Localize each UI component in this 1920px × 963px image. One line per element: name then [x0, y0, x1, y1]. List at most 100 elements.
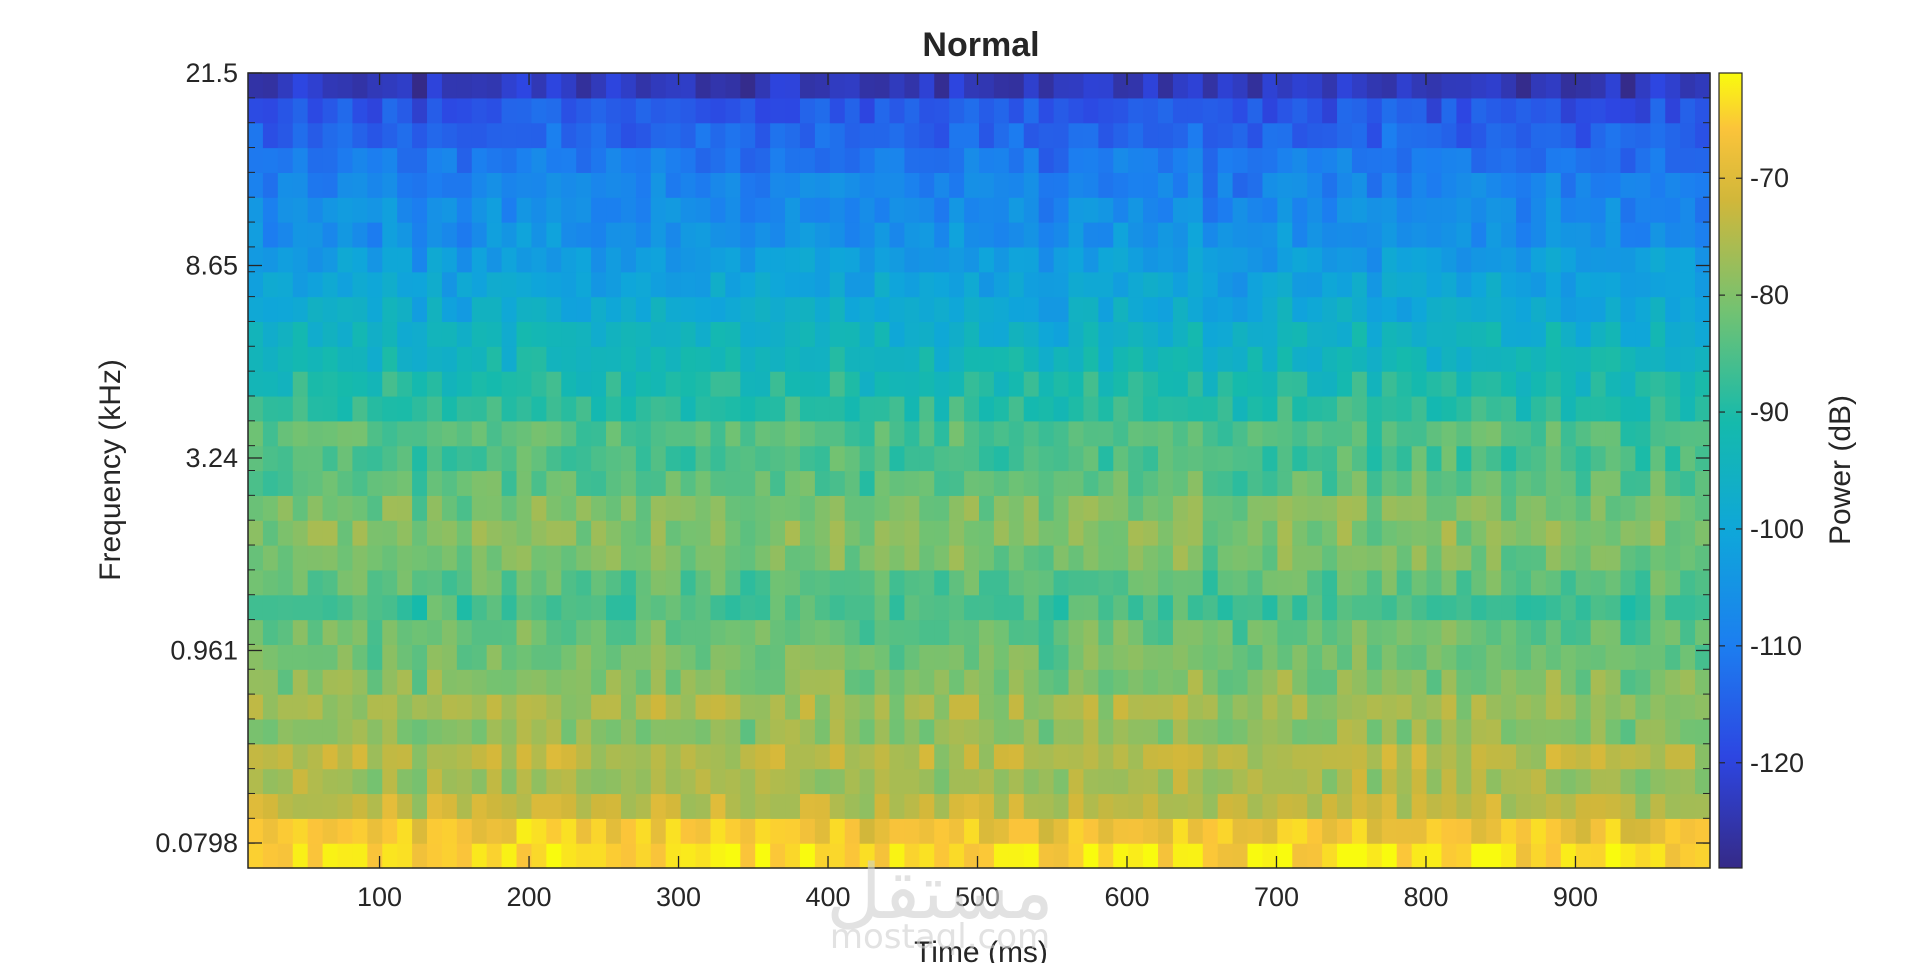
heatmap-cell: [710, 793, 726, 819]
heatmap-cell: [1202, 793, 1219, 819]
heatmap-cell: [307, 197, 324, 223]
heatmap-cell: [441, 818, 458, 844]
heatmap-cell: [337, 420, 354, 447]
heatmap-cell: [1680, 147, 1696, 173]
heatmap-cell: [1351, 470, 1368, 496]
heatmap-cell: [770, 694, 786, 720]
heatmap-cell: [576, 321, 592, 347]
heatmap-cell: [1277, 843, 1293, 869]
heatmap-cell: [1187, 420, 1204, 447]
heatmap-cell: [1560, 420, 1577, 447]
heatmap-cell: [1337, 122, 1353, 149]
heatmap-cell: [352, 197, 368, 223]
heatmap-cell: [829, 445, 846, 472]
heatmap-cell: [949, 197, 965, 223]
heatmap-cell: [859, 321, 876, 347]
heatmap-cell: [606, 619, 622, 645]
heatmap-cell: [367, 818, 383, 844]
heatmap-cell: [889, 346, 906, 372]
heatmap-cell: [1128, 73, 1144, 99]
heatmap-cell: [591, 346, 607, 372]
heatmap-cell: [814, 545, 831, 571]
heatmap-cell: [1187, 818, 1204, 844]
heatmap-cell: [1008, 97, 1025, 124]
heatmap-cell: [829, 793, 846, 819]
heatmap-cell: [576, 694, 592, 720]
heatmap-cell: [1441, 619, 1457, 645]
heatmap-cell: [1277, 495, 1293, 521]
heatmap-cell: [949, 793, 965, 819]
heatmap-cell: [1307, 495, 1323, 521]
heatmap-cell: [1411, 545, 1428, 571]
heatmap-cell: [1545, 346, 1562, 372]
heatmap-cell: [456, 793, 473, 819]
heatmap-cell: [1366, 395, 1383, 422]
heatmap-cell: [277, 569, 294, 596]
heatmap-cell: [680, 545, 697, 571]
heatmap-cell: [1351, 73, 1368, 99]
heatmap-cell: [1068, 371, 1085, 397]
heatmap-cell: [1277, 172, 1293, 198]
heatmap-cell: [1053, 172, 1070, 198]
heatmap-cell: [1322, 470, 1338, 496]
heatmap-cell: [1337, 73, 1353, 99]
heatmap-cell: [1620, 246, 1637, 273]
heatmap-cell: [292, 718, 309, 745]
heatmap-cell: [1605, 395, 1622, 422]
heatmap-cell: [1381, 743, 1398, 770]
heatmap-cell: [1635, 296, 1651, 323]
heatmap-cell: [1620, 346, 1637, 372]
heatmap-cell: [367, 371, 383, 397]
heatmap-cell: [1038, 669, 1055, 695]
heatmap-cell: [665, 371, 682, 397]
heatmap-cell: [1545, 718, 1562, 745]
heatmap-cell: [785, 445, 801, 472]
heatmap-cell: [248, 346, 264, 372]
heatmap-cell: [1322, 545, 1338, 571]
heatmap-cell: [1695, 495, 1711, 521]
heatmap-cell: [1098, 793, 1114, 819]
heatmap-cell: [1202, 843, 1219, 869]
heatmap-cell: [770, 594, 786, 621]
heatmap-cell: [456, 395, 473, 422]
heatmap-cell: [277, 594, 294, 621]
heatmap-cell: [844, 420, 861, 447]
heatmap-cell: [740, 520, 756, 546]
y-axis-label: Frequency (kHz): [94, 359, 127, 581]
heatmap-cell: [1456, 371, 1472, 397]
heatmap-cell: [1202, 594, 1219, 621]
heatmap-cell: [337, 793, 354, 819]
heatmap-cell: [993, 73, 1010, 99]
heatmap-cell: [427, 420, 443, 447]
heatmap-cell: [1351, 296, 1368, 323]
heatmap-cell: [591, 669, 607, 695]
heatmap-cell: [412, 122, 428, 149]
heatmap-cell: [1530, 246, 1547, 273]
heatmap-cell: [993, 395, 1010, 422]
heatmap-cell: [904, 718, 920, 745]
heatmap-cell: [710, 545, 726, 571]
heatmap-cell: [382, 694, 398, 720]
heatmap-cell: [1098, 346, 1114, 372]
heatmap-cell: [427, 644, 443, 670]
heatmap-cell: [1411, 818, 1428, 844]
heatmap-cell: [516, 172, 533, 198]
heatmap-cell: [1695, 197, 1711, 223]
heatmap-cell: [635, 296, 652, 323]
heatmap-cell: [397, 246, 413, 273]
heatmap-cell: [337, 545, 354, 571]
heatmap-cell: [531, 147, 547, 173]
heatmap-cell: [516, 321, 533, 347]
heatmap-cell: [1128, 669, 1144, 695]
heatmap-cell: [1471, 694, 1487, 720]
heatmap-cell: [427, 445, 443, 472]
heatmap-cell: [785, 569, 801, 596]
heatmap-cell: [1068, 97, 1085, 124]
heatmap-cell: [1083, 172, 1099, 198]
heatmap-cell: [516, 694, 533, 720]
heatmap-cell: [964, 371, 980, 397]
x-tick-label: 200: [507, 882, 552, 912]
heatmap-cell: [1590, 594, 1607, 621]
heatmap-cell: [1068, 445, 1085, 472]
heatmap-cell: [1530, 222, 1547, 248]
